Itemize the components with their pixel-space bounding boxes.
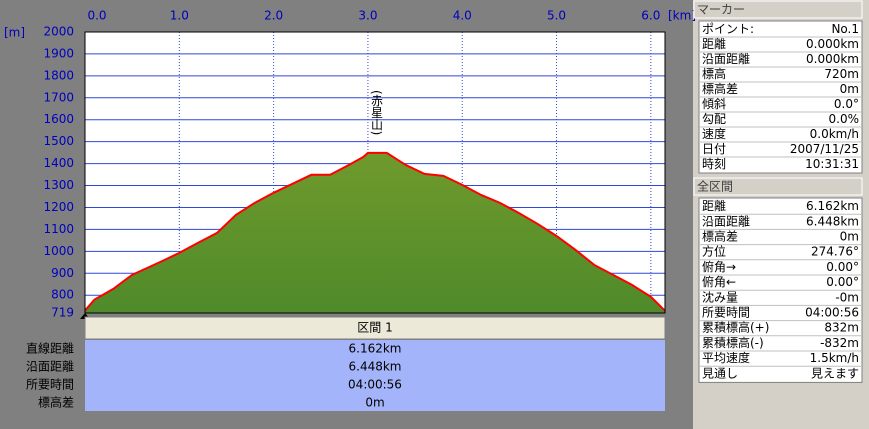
row-label: 速度 <box>702 126 726 141</box>
row-value: 0.0° <box>834 97 859 111</box>
row-label: ポイント: <box>702 22 754 36</box>
y-tick-label: 1500 <box>43 134 74 148</box>
row-value: 6.162km <box>806 199 859 213</box>
row-value: 0.00° <box>826 260 859 274</box>
x-tick-label: 4.0 <box>453 9 472 23</box>
x-tick-label: 2.0 <box>264 9 283 23</box>
row-value: 0m <box>365 396 384 410</box>
row-label: 累積標高(-) <box>702 335 764 350</box>
row-label: 所要時間 <box>702 306 750 320</box>
annotation: (赤星山) <box>370 90 384 135</box>
row-value: 0.00° <box>826 275 859 289</box>
row-label: 累積標高(+) <box>702 320 769 335</box>
row-value: 0m <box>840 82 859 96</box>
panel-header <box>693 177 863 196</box>
row-value: 1.5km/h <box>810 351 859 365</box>
row-value: 0.000km <box>806 52 859 66</box>
row-value: 832m <box>824 321 859 335</box>
row-value: 10:31:31 <box>805 157 859 171</box>
row-label: 沈み量 <box>702 289 738 304</box>
plot-border <box>84 31 666 314</box>
y-tick-label: 1300 <box>43 178 74 192</box>
y-unit: [m] <box>4 26 25 40</box>
row-value: 04:00:56 <box>348 378 402 392</box>
section-body <box>85 340 665 411</box>
y-tick-label: 1400 <box>43 156 74 170</box>
row-value: 6.448km <box>806 214 859 228</box>
row-label: 標高差 <box>702 229 738 244</box>
row-value: 274.76° <box>811 245 859 259</box>
x-tick-label: 1.0 <box>170 9 189 23</box>
row-label: 標高 <box>702 66 726 81</box>
row-value: 6.162km <box>349 342 402 356</box>
area-fill <box>85 152 665 313</box>
y-tick-label: 800 <box>51 288 74 302</box>
row-value: 720m <box>824 67 859 81</box>
y-tick-label: 1700 <box>43 90 74 104</box>
row-value: -0m <box>835 290 859 304</box>
x-tick-label: 6.0 <box>641 9 660 23</box>
row-label: 沿面距離 <box>702 52 750 66</box>
row-value: 6.448km <box>349 360 402 374</box>
y-tick-label: 1600 <box>43 112 74 126</box>
row-label: 傾斜 <box>702 97 726 111</box>
panel-title: 全区間 <box>697 179 733 194</box>
row-value: 2007/11/25 <box>790 142 859 156</box>
row-label: 勾配 <box>702 112 726 126</box>
row-label: 見通し <box>702 366 738 380</box>
row-label: 標高差 <box>702 81 738 96</box>
panel-title: マーカー <box>697 3 745 17</box>
row-label: 距離 <box>702 199 726 213</box>
y-tick-label: 1800 <box>43 68 74 82</box>
y-tick-label: 1200 <box>43 200 74 214</box>
section-title: 区間 1 <box>357 321 392 335</box>
row-label: 平均速度 <box>702 350 750 365</box>
x-tick-label: 3.0 <box>358 9 377 23</box>
y-tick-label: 2000 <box>43 25 74 39</box>
row-value: 0.0% <box>829 112 860 126</box>
row-value: 0.000km <box>806 37 859 51</box>
x-unit: [km] <box>668 9 696 23</box>
row-value: 0.0km/h <box>810 127 859 141</box>
row-value: 見えます <box>811 366 859 380</box>
row-label: 方位 <box>702 244 726 259</box>
row-value: 0m <box>840 230 859 244</box>
row-label: 沿面距離 <box>26 360 74 374</box>
row-label: 俯角→ <box>702 259 736 274</box>
x-tick-label: 0.0 <box>87 9 106 23</box>
row-value: No.1 <box>831 22 859 36</box>
y-tick-label: 719 <box>51 306 74 320</box>
row-value: 04:00:56 <box>805 306 859 320</box>
panel-header <box>693 0 863 19</box>
row-label: 所要時間 <box>26 378 74 392</box>
row-label: 日付 <box>702 142 726 156</box>
row-label: 標高差 <box>38 395 74 410</box>
y-tick-label: 1900 <box>43 46 74 60</box>
profile-line <box>84 151 666 312</box>
row-value: -832m <box>820 336 859 350</box>
x-tick-label: 5.0 <box>547 9 566 23</box>
y-tick-label: 900 <box>51 266 74 280</box>
row-label: 時刻 <box>702 157 726 171</box>
row-label: 直線距離 <box>26 341 74 356</box>
y-tick-label: 1000 <box>43 244 74 258</box>
section-header <box>84 316 666 340</box>
row-label: 距離 <box>702 37 726 51</box>
row-label: 沿面距離 <box>702 214 750 228</box>
y-tick-label: 1100 <box>43 222 74 236</box>
row-label: 俯角← <box>702 274 736 289</box>
